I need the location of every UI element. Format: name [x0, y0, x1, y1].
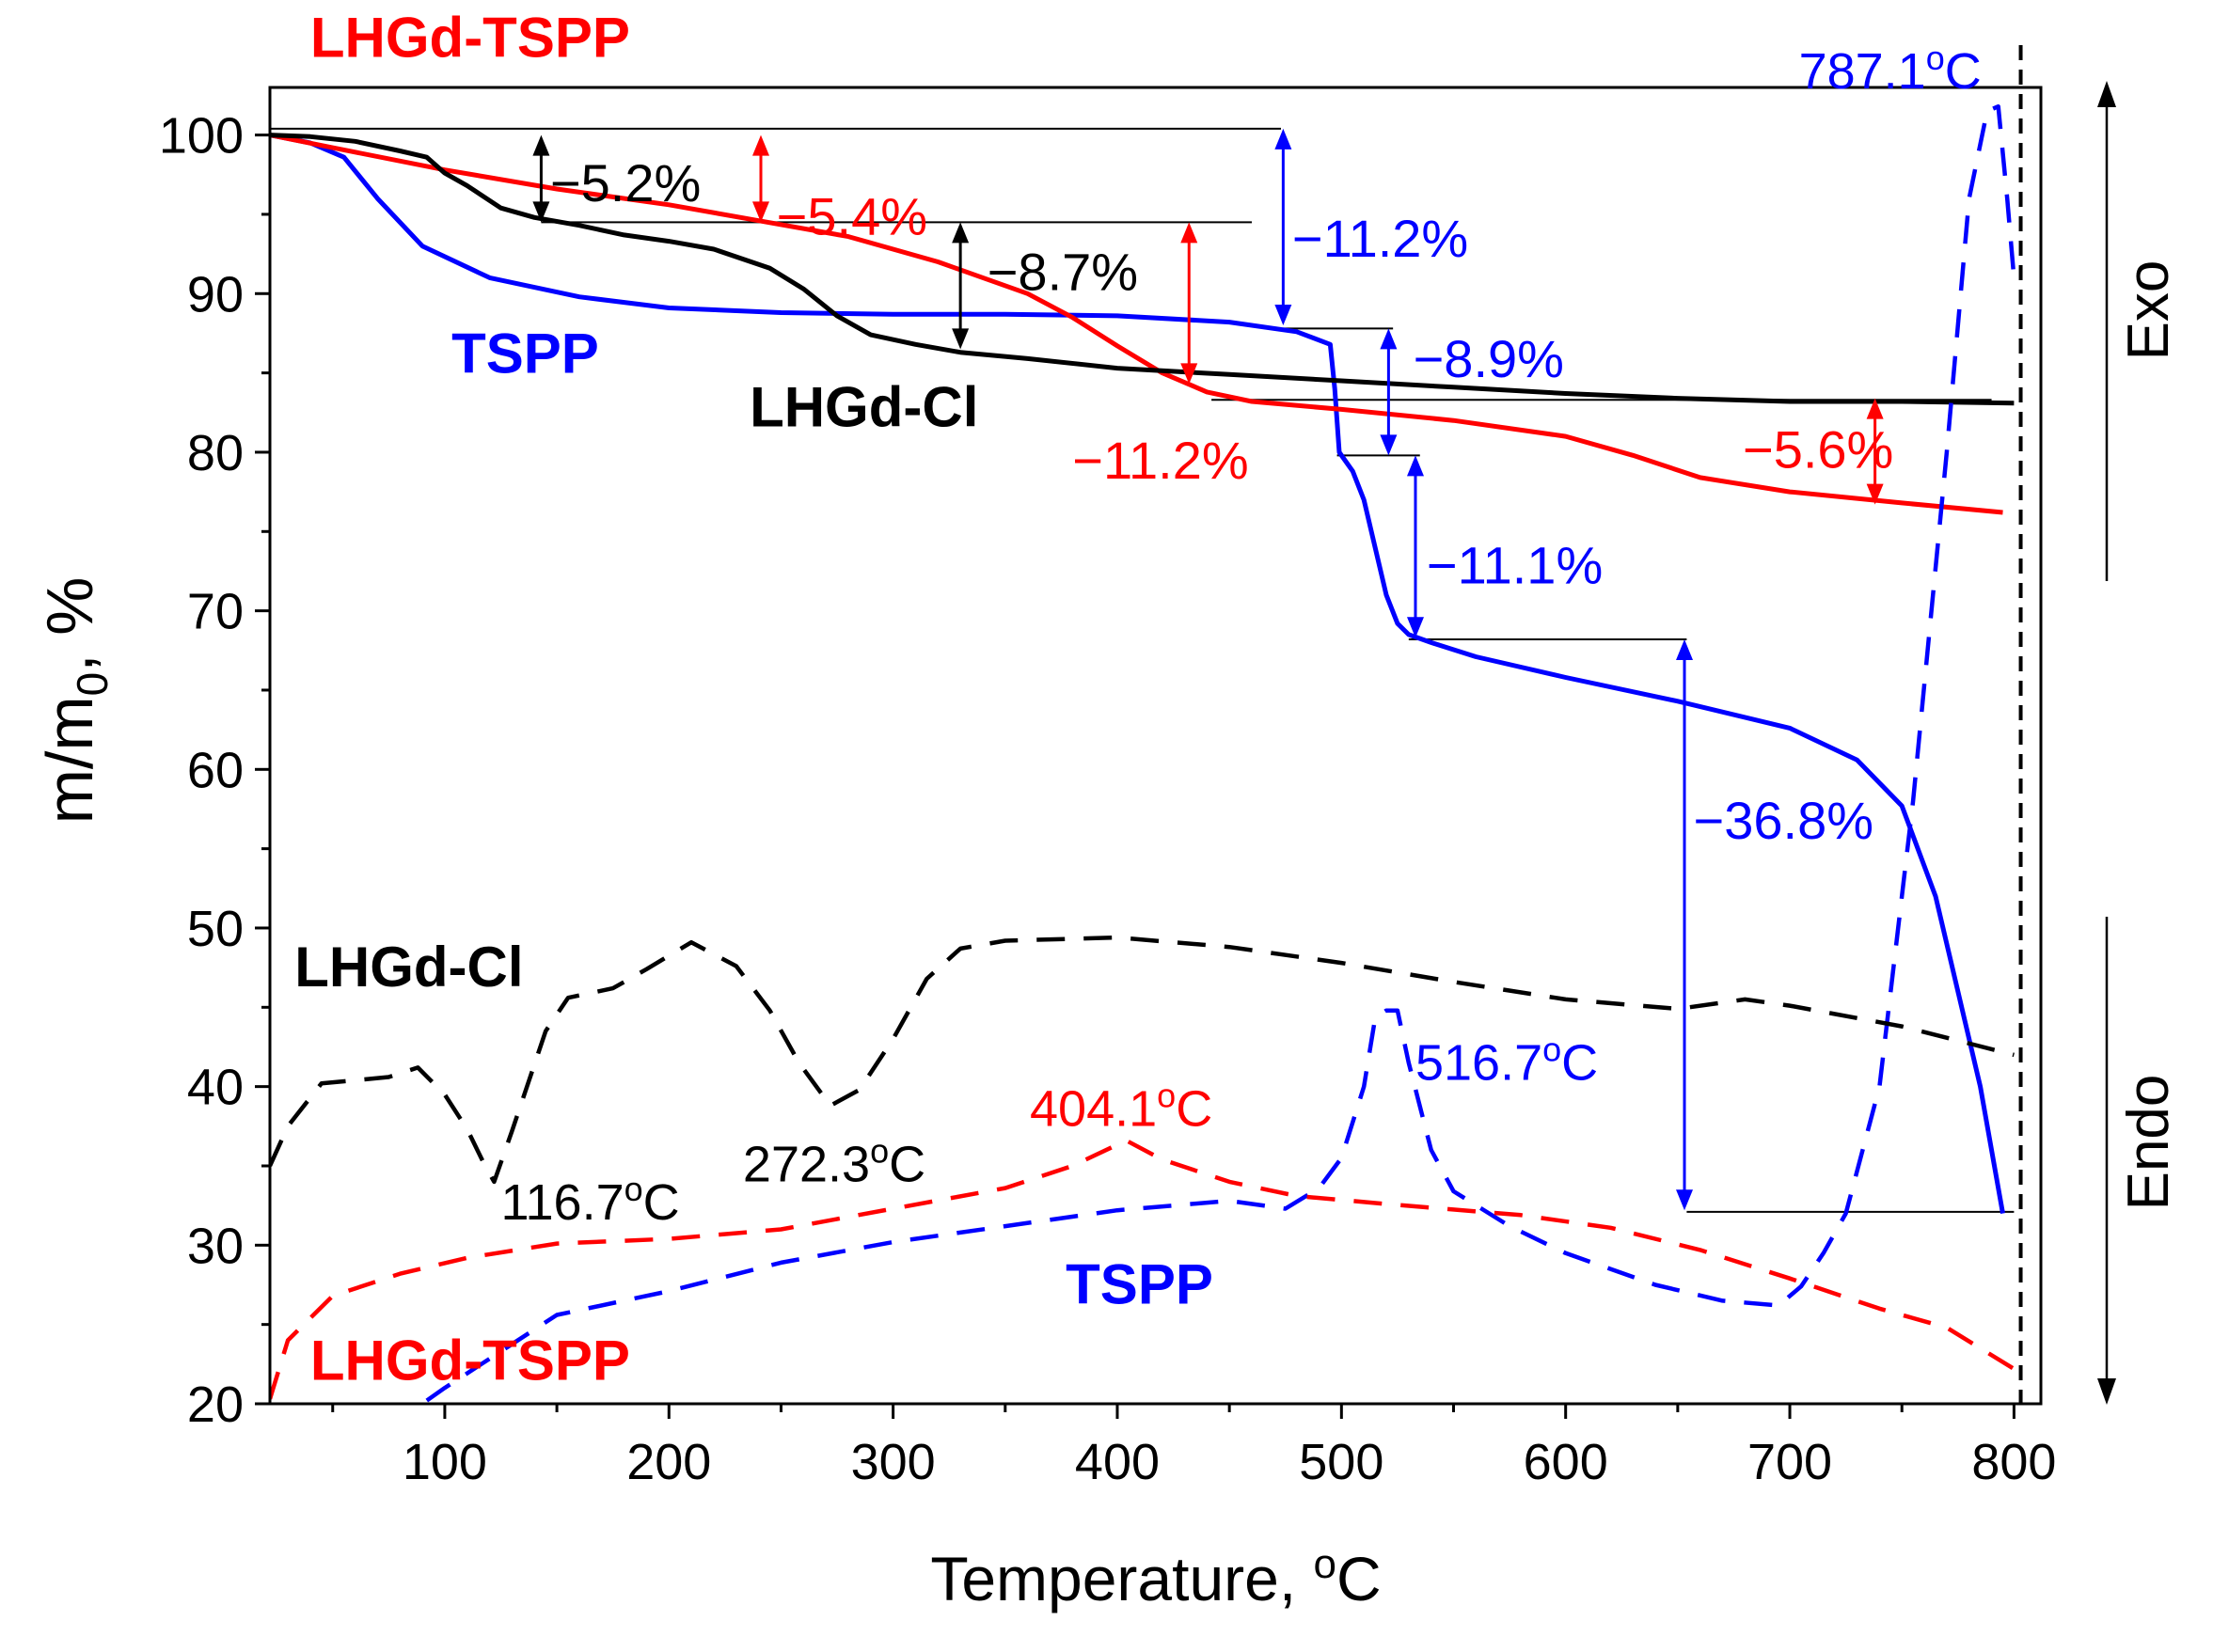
series-tg-lhgd-tspp	[270, 133, 2003, 515]
series-label-lbl-tspp-tg: TSPP	[451, 322, 599, 385]
mass-loss-arrow-head-down-0	[532, 201, 550, 223]
exo-label: Exo	[2116, 260, 2181, 361]
mass-loss-arrow-head-down-4	[1274, 305, 1292, 326]
endo-label: Endo	[2116, 1075, 2181, 1211]
exo-arrow-head	[2097, 81, 2116, 107]
mass-loss-label-7: −5.6%	[1743, 419, 1893, 479]
mass-loss-arrow-head-up-0	[532, 134, 550, 156]
mass-loss-label-4: −11.2%	[1292, 209, 1468, 268]
mass-loss-label-5: −8.9%	[1414, 329, 1564, 388]
text-layer: −5.2% −5.4% −8.7% −11.2% −11.2% −8.9% −11.1% −5…	[159, 7, 2057, 1490]
axes-layer	[255, 45, 2043, 1419]
y-tick-label-50: 50	[187, 901, 244, 957]
mass-loss-arrow-head-down-8	[1676, 1189, 1694, 1211]
y-tick-label-20: 20	[187, 1377, 244, 1433]
y-tick-label-60: 60	[187, 742, 244, 798]
mass-loss-label-0: −5.2%	[550, 153, 701, 212]
mass-loss-arrow-head-up-1	[751, 134, 769, 156]
y-tick-label-70: 70	[187, 584, 244, 640]
x-axis-title: Temperature, oC	[930, 1541, 1381, 1613]
peak-label-peak-116: 116.7oC	[501, 1170, 680, 1231]
mass-loss-label-8: −36.8%	[1694, 791, 1874, 850]
mass-loss-arrow-head-down-1	[751, 201, 769, 223]
mass-loss-arrow-head-up-8	[1676, 638, 1694, 660]
plot-frame	[268, 86, 2043, 1406]
x-tick-label-300: 300	[851, 1434, 936, 1490]
x-tick-label-200: 200	[626, 1434, 711, 1490]
x-tick-label-600: 600	[1524, 1434, 1608, 1490]
mass-loss-arrow-head-down-3	[1180, 363, 1198, 385]
series-label-lbl-lhgd-cl-tg: LHGd-Cl	[750, 376, 978, 439]
mass-loss-arrows-layer	[532, 128, 1884, 1211]
mass-loss-label-6: −11.1%	[1427, 535, 1603, 594]
series-label-lbl-lhgd-tspp-tg: LHGd-TSPP	[310, 7, 630, 70]
mass-loss-arrow-head-down-2	[952, 328, 970, 350]
mass-loss-label-2: −8.7%	[988, 242, 1138, 301]
y-tick-label-30: 30	[187, 1218, 244, 1274]
mass-loss-label-1: −5.4%	[777, 186, 927, 245]
mass-loss-arrow-head-up-4	[1274, 128, 1292, 149]
y-axis-title-subscript: 0	[68, 672, 117, 697]
peak-label-peak-404: 404.1oC	[1030, 1076, 1212, 1137]
mass-loss-arrow-head-up-7	[1866, 398, 1884, 419]
endo-arrow-head	[2097, 1378, 2116, 1405]
series-label-lbl-lhgd-tspp-dta: LHGd-TSPP	[310, 1329, 630, 1392]
series-layer	[270, 103, 2016, 1403]
x-tick-label-700: 700	[1747, 1434, 1832, 1490]
x-tick-label-800: 800	[1971, 1434, 2056, 1490]
mass-loss-arrow-head-down-6	[1406, 617, 1424, 638]
x-tick-label-500: 500	[1299, 1434, 1383, 1490]
y-tick-label-80: 80	[187, 425, 244, 481]
x-axis-title-degree: o	[1314, 1541, 1336, 1587]
peak-label-peak-516: 516.7oC	[1415, 1030, 1598, 1091]
mass-loss-arrow-head-up-5	[1380, 328, 1398, 350]
y-tick-label-90: 90	[187, 266, 244, 323]
series-dta-lhgd-tspp	[270, 1138, 2015, 1400]
series-label-lbl-lhgd-cl-dta: LHGd-Cl	[294, 936, 523, 999]
y-tick-label-40: 40	[187, 1060, 244, 1116]
y-tick-label-100: 100	[159, 108, 244, 165]
peak-label-peak-272: 272.3oC	[743, 1131, 925, 1192]
x-tick-label-400: 400	[1075, 1434, 1160, 1490]
mass-loss-arrow-head-up-2	[952, 222, 970, 244]
series-tg-tspp	[270, 133, 2005, 1215]
series-tg-lhgd-cl	[270, 133, 2015, 406]
peak-label-peak-787: 787.1oC	[1799, 39, 1982, 100]
reference-lines-layer	[270, 127, 2015, 1213]
y-axis-title: m/m0, %	[33, 577, 117, 825]
mass-loss-arrow-head-up-6	[1406, 455, 1424, 477]
x-tick-label-100: 100	[403, 1434, 487, 1490]
mass-loss-arrow-head-down-7	[1866, 483, 1884, 505]
series-label-lbl-tspp-dta: TSPP	[1066, 1252, 1213, 1315]
series-dta-tspp	[425, 103, 2016, 1403]
mass-loss-label-3: −11.2%	[1072, 431, 1248, 490]
mass-loss-arrow-head-down-5	[1380, 434, 1398, 456]
mass-loss-arrow-head-up-3	[1180, 222, 1198, 244]
series-dta-lhgd-cl	[270, 935, 2015, 1185]
